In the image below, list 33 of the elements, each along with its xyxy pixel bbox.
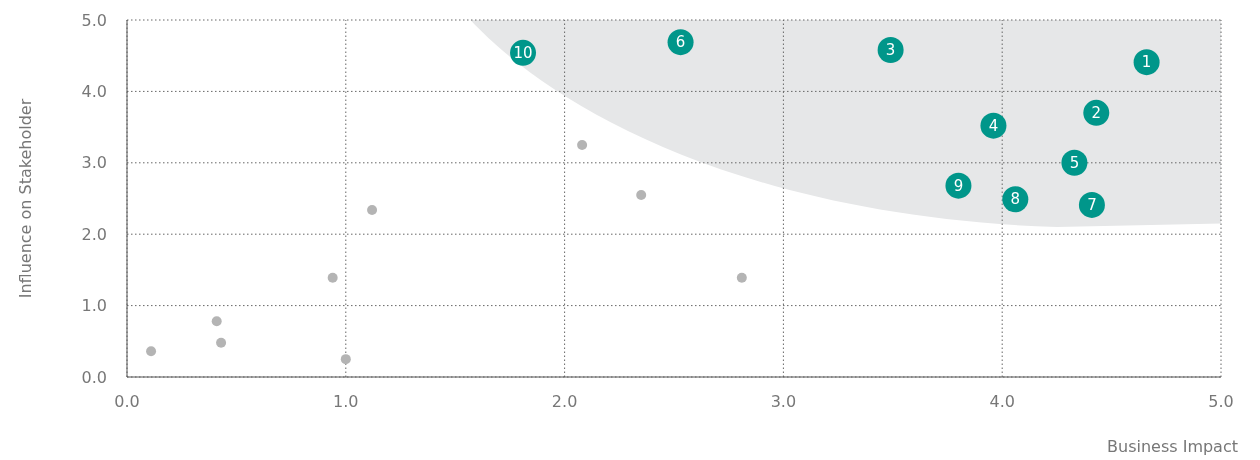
point [736,272,747,283]
annotation: 3 [885,41,896,60]
point [636,189,647,200]
x-tick-label: 0.0 [114,392,140,411]
annotation: 6 [675,33,686,52]
x-tick-label: 3.0 [770,392,797,411]
annotation: 5 [1069,154,1080,173]
annotation: 1 [1141,53,1152,72]
y-tick-label: 1.0 [81,296,107,316]
x-tick-label: 1.0 [333,392,359,411]
point [577,139,588,150]
y-tick-label: 5.0 [81,10,107,30]
y-tick-label: 4.0 [81,82,107,101]
y-tick-label: 3.0 [81,153,107,173]
annotation: 10 [513,44,533,63]
x-tick-label: 2.0 [551,392,578,411]
point [367,204,378,215]
point [216,337,227,348]
annotation: 4 [988,116,999,135]
point [146,346,157,357]
annotation: 7 [1087,196,1097,215]
y-tick-label: 0.0 [81,367,107,387]
x-tick-label: 4.0 [989,392,1015,411]
point [211,316,222,327]
point [340,354,351,365]
y-tick-label: 2.0 [81,224,107,244]
annotation: 2 [1091,104,1102,123]
point [327,272,338,283]
x-axis-title: Business Impact [1107,437,1238,456]
annotation: 8 [1010,190,1021,209]
annotation: 9 [953,176,964,195]
x-tick-label: 5.0 [1208,392,1234,411]
y-axis-title: Influence on Stakeholder [16,98,35,299]
